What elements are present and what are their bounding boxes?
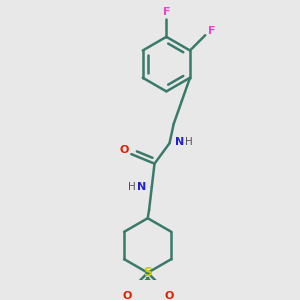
Text: O: O [122,292,131,300]
Text: H: H [128,182,136,192]
Text: H: H [185,137,193,147]
Text: O: O [164,292,173,300]
Text: O: O [119,145,128,155]
Text: F: F [208,26,215,36]
Text: N: N [175,137,184,147]
Text: F: F [163,7,170,17]
Text: S: S [143,266,152,279]
Text: N: N [137,182,146,192]
